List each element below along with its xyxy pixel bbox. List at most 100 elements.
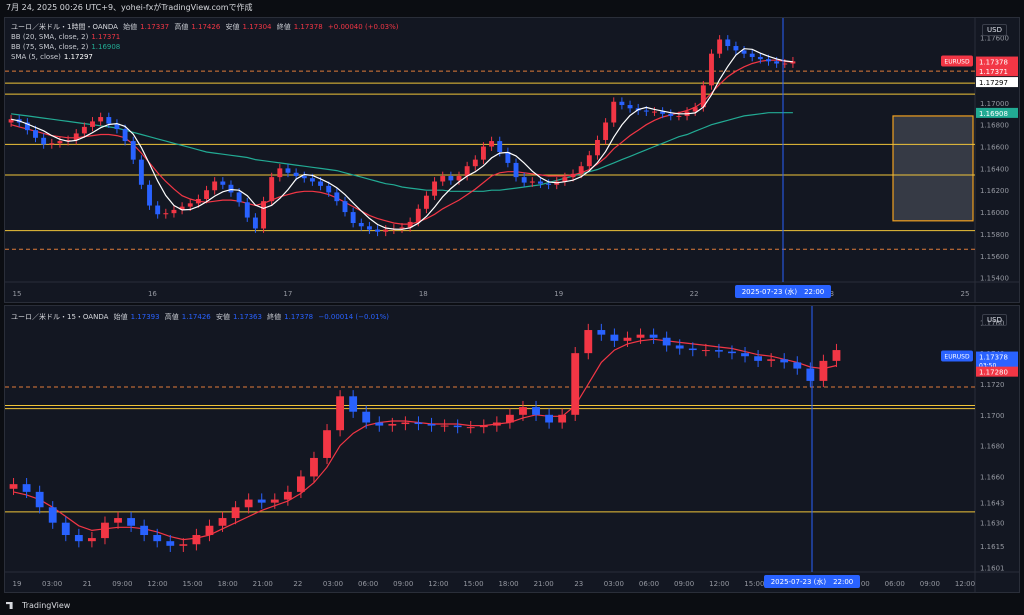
candle-body xyxy=(415,208,421,222)
candle-body xyxy=(342,201,348,213)
candle-body xyxy=(22,484,31,492)
x-tick-label: 06:00 xyxy=(885,580,905,588)
bb75-label[interactable]: BB (75, SMA, close, 2) xyxy=(11,43,89,51)
candle-body xyxy=(179,206,185,210)
bottom-high: 1.17426 xyxy=(181,313,211,321)
price-badge-bg xyxy=(976,366,1018,377)
candle-body xyxy=(349,396,358,412)
y-tick-label: 1.15800 xyxy=(980,231,1009,239)
candle-body xyxy=(122,129,128,142)
candle-body xyxy=(481,146,486,160)
candle-body xyxy=(192,535,201,545)
candle-body xyxy=(584,330,593,354)
candle-body xyxy=(440,425,449,427)
candle-body xyxy=(453,425,462,428)
price-badge: 1.17378 xyxy=(979,59,1008,67)
candle-body xyxy=(375,422,384,426)
candle-body xyxy=(532,407,540,415)
candle-body xyxy=(399,227,405,229)
symbol-badge-bg xyxy=(941,350,973,362)
candle-body xyxy=(717,39,723,54)
candle-body xyxy=(383,229,389,232)
candle-body xyxy=(570,173,576,178)
tradingview-logo-icon[interactable] xyxy=(6,602,13,609)
sma5-label[interactable]: SMA (5, close) xyxy=(11,53,61,61)
candle-body xyxy=(309,178,315,182)
candle-body xyxy=(401,422,410,425)
candle-body xyxy=(701,350,710,352)
candle-body xyxy=(57,141,63,144)
candle-body xyxy=(832,350,841,361)
candle-body xyxy=(24,122,30,131)
candle-body xyxy=(754,356,763,361)
price-badge: 1.17371 xyxy=(979,68,1008,76)
candle-body xyxy=(414,422,423,425)
candle-body xyxy=(326,185,332,193)
bottom-currency-button[interactable]: USD xyxy=(982,314,1007,326)
candle-body xyxy=(675,345,684,349)
y-tick-label: 1.16200 xyxy=(980,187,1009,195)
x-tick-label: 18:00 xyxy=(498,580,518,588)
bottom-symbol[interactable]: ユーロ／米ドル・15・OANDA xyxy=(11,313,109,321)
crosshair-time-label: 2025-07-23 (水) 22:00 xyxy=(742,287,825,296)
x-tick-label: 12:00 xyxy=(955,580,975,588)
candle-body xyxy=(586,155,592,167)
footer-brand[interactable]: TradingView xyxy=(22,601,71,610)
candle-body xyxy=(545,414,554,423)
candle-body xyxy=(358,223,364,227)
candle-body xyxy=(106,117,112,124)
candle-body xyxy=(611,101,617,123)
bb20-label[interactable]: BB (20, SMA, close, 2) xyxy=(11,33,89,41)
candle-body xyxy=(366,226,372,230)
x-tick-label: 25 xyxy=(961,290,970,298)
bottom-chart-canvas[interactable]: 1.17601.17401.17201.17001.16801.16601.16… xyxy=(5,306,1020,593)
candle-body xyxy=(187,203,193,207)
x-tick-label: 12:00 xyxy=(147,580,167,588)
bottom-close: 1.17378 xyxy=(284,313,314,321)
candle-body xyxy=(252,217,258,229)
footer: TradingView xyxy=(0,596,1024,615)
price-badge: 1.16908 xyxy=(979,110,1008,118)
x-tick-label: 09:00 xyxy=(393,580,413,588)
candle-body xyxy=(87,538,96,542)
candle-body xyxy=(741,50,747,54)
candle-body xyxy=(257,499,266,503)
top-chart-panel[interactable]: 1.176001.174001.172001.170001.168001.166… xyxy=(4,17,1020,303)
candle-body xyxy=(336,396,345,431)
y-tick-label: 1.1601 xyxy=(980,564,1005,572)
candle-body xyxy=(362,411,371,423)
candle-body xyxy=(774,61,780,64)
candle-body xyxy=(140,525,149,536)
candle-body xyxy=(220,181,226,185)
candle-body xyxy=(709,53,714,86)
candle-body xyxy=(261,201,266,229)
candle-body xyxy=(205,525,214,536)
candle-body xyxy=(244,202,250,218)
top-currency-button[interactable]: USD xyxy=(982,24,1007,36)
candle-body xyxy=(806,368,815,381)
candle-body xyxy=(204,190,209,199)
candle-body xyxy=(714,350,723,352)
y-tick-label: 1.16400 xyxy=(980,165,1009,173)
candle-body xyxy=(155,205,161,215)
y-tick-label: 1.1615 xyxy=(980,543,1005,551)
bottom-low: 1.17363 xyxy=(232,313,262,321)
x-tick-label: 06:00 xyxy=(358,580,378,588)
x-tick-label: 09:00 xyxy=(112,580,132,588)
candle-body xyxy=(90,121,95,127)
x-tick-label: 18 xyxy=(419,290,428,298)
candle-body xyxy=(790,61,796,64)
candle-body xyxy=(578,166,584,174)
bottom-chart-panel[interactable]: 1.17601.17401.17201.17001.16801.16601.16… xyxy=(4,305,1020,593)
candle-body xyxy=(138,159,144,185)
x-tick-label: 09:00 xyxy=(920,580,940,588)
candle-body xyxy=(571,353,580,415)
price-badge-bg xyxy=(976,77,1018,88)
candle-body xyxy=(610,334,619,341)
y-tick-label: 1.17600 xyxy=(980,34,1009,42)
top-chart-canvas[interactable]: 1.176001.174001.172001.170001.168001.166… xyxy=(5,18,1020,303)
candle-body xyxy=(388,424,397,426)
top-symbol[interactable]: ユーロ／米ドル・1時間・OANDA xyxy=(11,23,118,31)
sma-line xyxy=(13,338,837,541)
y-tick-label: 1.1643 xyxy=(980,500,1005,508)
